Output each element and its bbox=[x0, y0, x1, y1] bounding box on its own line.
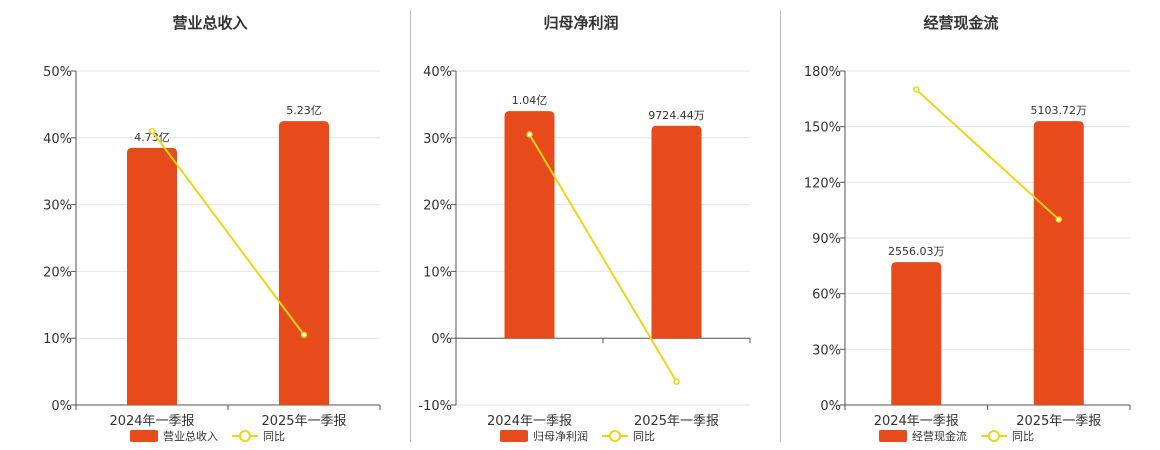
panel-divider bbox=[410, 10, 411, 442]
y-tick-label: 10% bbox=[43, 332, 72, 347]
legend-bar-label: 营业总收入 bbox=[163, 429, 218, 443]
y-tick-label: 150% bbox=[804, 121, 841, 136]
x-category-label: 2024年一季报 bbox=[874, 414, 959, 429]
y-tick-label: 40% bbox=[43, 132, 72, 147]
legend-bar-swatch bbox=[879, 430, 907, 442]
yoy-point bbox=[913, 86, 920, 93]
y-tick-label: 10% bbox=[423, 265, 452, 280]
bar-data-label: 4.73亿 bbox=[134, 131, 170, 144]
bar-data-label: 9724.44万 bbox=[648, 109, 705, 122]
bar-data-label: 5103.72万 bbox=[1031, 104, 1088, 117]
bar bbox=[891, 262, 942, 405]
y-tick-label: 90% bbox=[812, 232, 841, 247]
y-tick-label: 180% bbox=[804, 65, 841, 80]
yoy-point bbox=[1055, 216, 1062, 223]
yoy-line bbox=[151, 130, 305, 336]
yoy-point bbox=[526, 131, 533, 138]
x-category-label: 2025年一季报 bbox=[261, 414, 346, 429]
y-tick-label: 40% bbox=[423, 65, 452, 80]
legend-bar-swatch bbox=[130, 430, 158, 442]
y-tick-label: 120% bbox=[804, 176, 841, 191]
bar bbox=[504, 111, 555, 339]
y-tick-label: 0% bbox=[820, 399, 841, 414]
y-tick-label: 0% bbox=[431, 332, 452, 347]
y-tick-label: 50% bbox=[43, 65, 72, 80]
y-tick-label: 30% bbox=[43, 199, 72, 214]
y-tick-label: 0% bbox=[51, 399, 72, 414]
y-tick-label: 30% bbox=[812, 343, 841, 358]
bar bbox=[127, 147, 177, 405]
y-tick-label: 20% bbox=[43, 265, 72, 280]
y-tick-label: 20% bbox=[423, 199, 452, 214]
legend-bar-label: 经营现金流 bbox=[912, 429, 967, 443]
chart-panel-cash-flow: 经营现金流 0% 30% 60% 90% 120% 150% 180% 2024年一季报 2025… bbox=[781, 0, 1160, 450]
y-tick-label: 60% bbox=[812, 288, 841, 303]
bar-data-label: 2556.03万 bbox=[888, 245, 945, 258]
chart-title: 归母净利润 bbox=[543, 14, 618, 32]
x-category-label: 2025年一季报 bbox=[634, 414, 719, 429]
legend-line-label: 同比 bbox=[633, 430, 655, 443]
bar bbox=[1033, 121, 1084, 405]
yoy-point bbox=[673, 378, 680, 385]
bar-data-label: 5.23亿 bbox=[286, 104, 322, 117]
x-category-label: 2025年一季报 bbox=[1016, 414, 1101, 429]
legend-line-marker bbox=[609, 430, 621, 442]
bar-data-label: 1.04亿 bbox=[512, 94, 548, 107]
chart-net-profit: 归母净利润 -10% 0% 10% 20% 30% 40% 2024年一季报 2025年一季报 1… bbox=[418, 14, 751, 443]
x-category-label: 2024年一季报 bbox=[487, 414, 572, 429]
legend-line-marker bbox=[988, 430, 1000, 442]
chart-title: 营业总收入 bbox=[172, 14, 247, 32]
chart-title: 经营现金流 bbox=[923, 14, 998, 32]
legend-bar-label: 归母净利润 bbox=[533, 429, 588, 443]
legend-line-label: 同比 bbox=[263, 430, 285, 443]
bar bbox=[279, 121, 329, 405]
legend-bar-swatch bbox=[500, 430, 528, 442]
y-tick-label: 30% bbox=[423, 132, 452, 147]
y-tick-label: -10% bbox=[418, 399, 452, 414]
x-category-label: 2024年一季报 bbox=[109, 414, 194, 429]
chart-cash-flow: 经营现金流 0% 30% 60% 90% 120% 150% 180% 2024年一季报 2025… bbox=[804, 14, 1131, 443]
yoy-point bbox=[148, 127, 156, 135]
chart-panel-net-profit: 归母净利润 -10% 0% 10% 20% 30% 40% 2024年一季报 2025年一季报 1… bbox=[411, 0, 780, 450]
chart-panel-revenue: 营业总收入 0% 10% 20% 30% 40% 50% 2024年一季报 2025年一季报 4.… bbox=[0, 0, 400, 450]
legend-line-marker bbox=[239, 430, 251, 442]
legend-line-label: 同比 bbox=[1012, 430, 1034, 443]
bar bbox=[651, 125, 702, 339]
yoy-line bbox=[915, 88, 1060, 221]
yoy-point bbox=[300, 331, 308, 339]
chart-revenue: 营业总收入 0% 10% 20% 30% 40% 50% 2024年一季报 2025年一季报 4.… bbox=[43, 14, 381, 443]
yoy-line bbox=[528, 133, 678, 383]
panel-divider bbox=[780, 10, 781, 442]
